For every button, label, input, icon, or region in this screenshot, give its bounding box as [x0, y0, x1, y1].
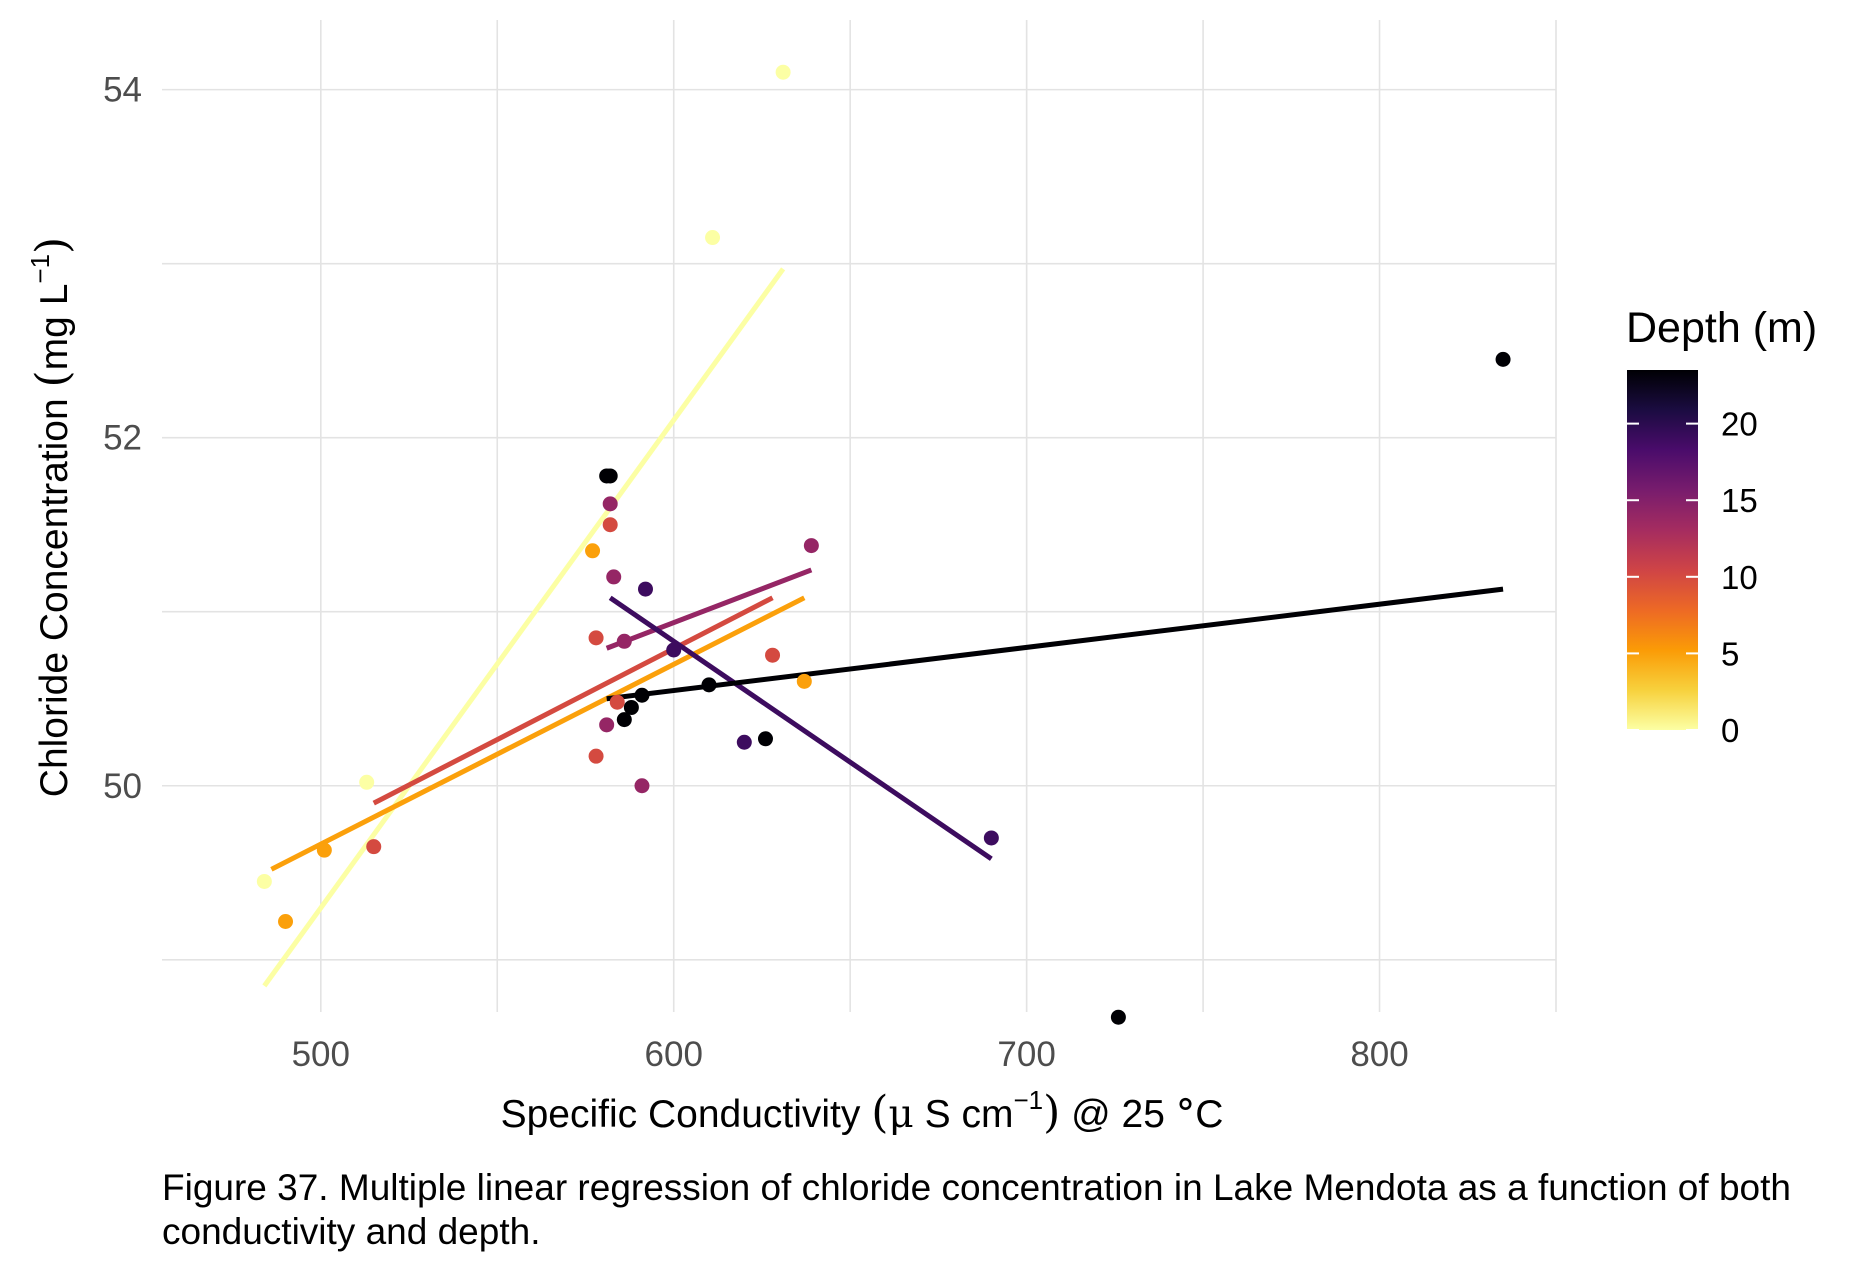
data-point [775, 64, 791, 80]
data-point [588, 630, 604, 646]
data-point [609, 694, 625, 710]
data-point [983, 830, 999, 846]
x-tick-label: 500 [292, 1035, 350, 1074]
colorbar-tick-label: 10 [1721, 559, 1758, 596]
data-point [736, 734, 752, 750]
legend: Depth (m) 0 5 10 15 20 [1626, 304, 1817, 749]
x-tick-label: 700 [997, 1035, 1055, 1074]
data-point [796, 673, 812, 689]
data-point [602, 468, 618, 484]
data-point [1495, 351, 1511, 367]
data-point [666, 642, 682, 658]
data-point [278, 914, 294, 930]
regression-line [605, 567, 813, 651]
data-point [1110, 1009, 1126, 1025]
data-point [316, 842, 332, 858]
regression-line [262, 267, 786, 988]
regression-line [606, 586, 1504, 702]
data-point [803, 538, 819, 554]
y-axis-title: Chloride Concentration (mg L−1) [25, 237, 78, 797]
y-tick-labels: 50 52 54 [103, 71, 142, 806]
data-point [366, 839, 382, 855]
grid [162, 20, 1557, 1012]
data-point [765, 647, 781, 663]
colorbar-tick-label: 15 [1721, 482, 1758, 519]
figure-caption: Figure 37. Multiple linear regression of… [162, 1167, 1791, 1252]
colorbar [1627, 370, 1698, 730]
y-tick-label: 50 [103, 767, 142, 806]
data-point [616, 633, 632, 649]
data-point [634, 687, 650, 703]
data-point [599, 717, 615, 733]
data-point [585, 543, 601, 559]
regression-line [372, 595, 774, 806]
regression-line [608, 595, 993, 861]
data-point [634, 778, 650, 794]
data-point [606, 569, 622, 585]
x-axis-title: Specific Conductivity (μ S cm−1) @ 25 °C [501, 1085, 1224, 1138]
data-point [701, 677, 717, 693]
fit-lines [262, 267, 1504, 988]
data-point [256, 873, 272, 889]
points [256, 64, 1511, 1025]
data-point [359, 774, 375, 790]
data-point [616, 712, 632, 728]
data-point [602, 517, 618, 533]
data-point [705, 230, 721, 246]
data-point [602, 496, 618, 512]
data-point [588, 748, 604, 764]
data-point [637, 581, 653, 597]
colorbar-tick-label: 20 [1721, 406, 1758, 443]
data-point [757, 731, 773, 747]
data-point [623, 699, 639, 715]
y-tick-label: 54 [103, 71, 142, 110]
x-tick-labels: 500 600 700 800 [292, 1035, 1409, 1074]
x-tick-label: 600 [645, 1035, 703, 1074]
x-tick-label: 800 [1350, 1035, 1408, 1074]
colorbar-ticks: 0 5 10 15 20 [1627, 406, 1758, 749]
legend-title: Depth (m) [1626, 304, 1817, 352]
colorbar-tick-label: 5 [1721, 635, 1739, 672]
colorbar-tick-label: 0 [1721, 712, 1739, 749]
y-tick-label: 52 [103, 419, 142, 458]
regression-line [270, 595, 806, 872]
